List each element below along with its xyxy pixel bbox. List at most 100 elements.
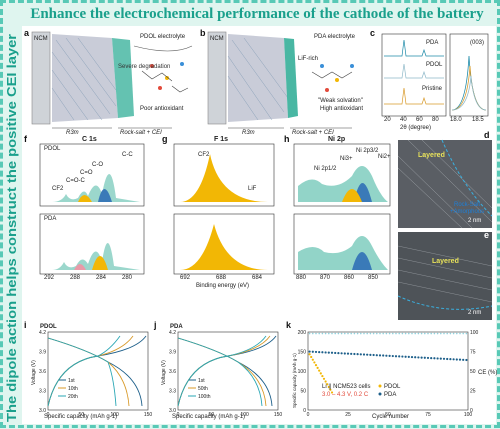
side-title: The dipole action helps construct the po… xyxy=(4,30,20,424)
panel-k-pda-point xyxy=(417,356,420,359)
panel-c-inset-tick-2: 18.5 xyxy=(472,117,484,123)
panel-e-scale: 2 nm xyxy=(468,310,482,316)
panel-k-xtick: 100 xyxy=(464,412,473,418)
panel-k-ce-point xyxy=(449,332,452,335)
panel-b-label: b xyxy=(200,28,206,38)
panel-k-ce-point xyxy=(462,332,465,335)
panel-k-xtick: 0 xyxy=(307,412,310,418)
panel-k-pda-point xyxy=(449,358,452,361)
panel-g-peak-cf2: CF2 xyxy=(198,152,210,158)
panel-k-xtick: 25 xyxy=(345,412,351,418)
panel-k-ce-point xyxy=(321,332,324,335)
chart-i-ylabel: Voltage (V) xyxy=(31,360,37,385)
panel-f-top: PDOL xyxy=(44,146,61,152)
panel-k-cond: 3.0 – 4.3 V, 0.2 C xyxy=(322,392,369,398)
panel-k-y2tick: 0 xyxy=(470,408,473,414)
panel-i-chart: 3.0 3.3 3.6 3.9 4.2 0 50 100 150 Voltage (V) 1st 10… xyxy=(31,330,152,418)
panel-k-pda-point xyxy=(452,358,455,361)
panel-i-xlabel: Specific capacity (mAh g-1) xyxy=(44,414,118,420)
panel-f-peak-cf2: CF2 xyxy=(52,186,64,192)
panel-k-pda-point xyxy=(391,354,394,358)
panel-k-ce-point xyxy=(363,332,365,335)
chart-i-ytick: 3.0 xyxy=(39,408,46,414)
chart-j-ytick: 3.0 xyxy=(169,408,176,414)
panel-c-xlabel: 2θ (degree) xyxy=(400,125,432,131)
panel-k-pda-point xyxy=(455,358,458,361)
panel-h-peak-1: Ni 2p1/2 xyxy=(314,166,337,172)
panel-a-rs: R3m xyxy=(66,130,79,136)
panel-k-pdol-point xyxy=(330,391,334,394)
panel-f-label: f xyxy=(24,134,27,144)
panel-h-peak-3: Ni 2p3/2 xyxy=(356,148,379,154)
panel-b-note1: "Weak solvation" xyxy=(318,98,363,104)
panel-k-pda-point xyxy=(356,353,359,356)
panel-k-ce-point xyxy=(465,332,468,335)
panel-k-pdol-point xyxy=(319,372,322,375)
panel-k-ce-point xyxy=(427,332,429,335)
panel-k-ce-point xyxy=(328,332,330,335)
panel-k-pda-point xyxy=(382,354,385,357)
panel-d-tem xyxy=(397,139,493,229)
panel-k-pda-point xyxy=(465,358,468,362)
panel-k-pda-point xyxy=(321,351,324,354)
chart-j-charge-curve xyxy=(177,335,267,407)
panel-a-label: a xyxy=(24,28,30,38)
panel-k-pda-point xyxy=(314,350,318,354)
panel-k-ce-point xyxy=(350,332,353,335)
panel-k-axes xyxy=(307,331,469,411)
panel-k-pda-point xyxy=(369,353,372,356)
panel-k-legend-marker-pdol xyxy=(378,384,382,388)
panel-c-inset-label: (003) xyxy=(470,40,485,46)
panel-k-pda-point xyxy=(442,357,446,360)
panel-k-pda-point xyxy=(446,357,449,361)
chart-j-xtick: 0 xyxy=(177,412,180,418)
panel-a-rock: Rock-salt + CEI xyxy=(120,130,162,136)
panel-a-electrolyte: PDOL electrolyte xyxy=(140,34,186,40)
panel-k-cell: Li || NCM523 cells xyxy=(322,384,371,390)
panel-b-ncm: NCM xyxy=(210,36,224,42)
panel-a-ncm: NCM xyxy=(34,36,48,42)
panel-k-ce-point xyxy=(401,332,404,335)
panel-h-tick-1: 880 xyxy=(296,275,307,281)
panel-k-ce-point xyxy=(420,332,423,335)
panel-f-tick-2: 288 xyxy=(70,275,81,281)
panel-k-legend-marker-pda xyxy=(378,392,382,396)
panel-k-pda-point xyxy=(407,355,410,359)
panel-k-pdol-point xyxy=(318,369,321,372)
panel-k-y2tick: 50 xyxy=(470,369,476,375)
panel-h-tick-2: 870 xyxy=(320,275,331,281)
panel-k-pda-point xyxy=(334,351,337,355)
panel-k-ce-point xyxy=(436,332,439,335)
panel-k-pda-point xyxy=(430,357,433,360)
panel-k-ce-point xyxy=(356,332,359,335)
panel-i-tag: PDOL xyxy=(40,324,57,330)
panel-e-layered: Layered xyxy=(432,258,459,265)
panel-f-peak-co1: C=O xyxy=(80,170,93,176)
panel-k-xtick: 50 xyxy=(385,412,391,418)
panel-k-pda-point xyxy=(401,355,404,358)
panel-k-ce-point xyxy=(440,332,442,335)
panel-c-tick-3: 60 xyxy=(416,117,423,123)
panel-k-pda-point xyxy=(398,355,401,358)
panel-j-xlabel: Specific capacity (mAh g-1) xyxy=(172,414,246,420)
panel-j-tag: PDA xyxy=(170,324,183,330)
panel-h-peak-2: Ni3+ xyxy=(340,156,353,162)
chart-i-axes xyxy=(47,331,149,411)
panel-k-pda-point xyxy=(404,355,407,358)
panel-f-tick-3: 284 xyxy=(96,275,107,281)
panel-k-label: k xyxy=(286,320,292,330)
chart-i-xtick: 0 xyxy=(47,412,50,418)
panel-k-pdol-point xyxy=(308,353,311,356)
panel-g-tick-2: 688 xyxy=(216,275,227,281)
panel-k-pda-point xyxy=(394,355,398,358)
panel-k-pda-point xyxy=(420,356,423,359)
panel-g-title: F 1s xyxy=(214,136,229,143)
panel-k-pda-point xyxy=(308,350,311,353)
panel-a-note1: Severe degradation xyxy=(118,64,171,70)
panel-k-pdol-point xyxy=(324,380,327,383)
panel-k-ce-point xyxy=(324,332,327,335)
panel-k-ce-point xyxy=(430,332,433,335)
panel-f-tick-4: 280 xyxy=(122,275,133,281)
panel-k-pda-point xyxy=(423,356,426,359)
